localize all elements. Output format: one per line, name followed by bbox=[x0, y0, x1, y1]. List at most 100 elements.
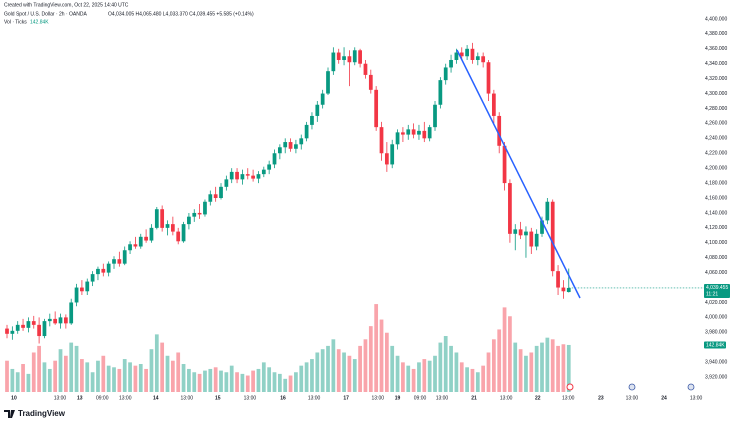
y-tick-label: 4,320.000 bbox=[705, 76, 727, 82]
candle-body bbox=[80, 287, 84, 292]
candle-body bbox=[197, 212, 202, 215]
candle-body bbox=[69, 302, 74, 324]
volume-bar bbox=[80, 359, 84, 392]
candle-body bbox=[438, 80, 443, 105]
candle-body bbox=[304, 124, 309, 139]
y-tick-label: 4,020.000 bbox=[705, 300, 727, 306]
volume-bar bbox=[31, 352, 36, 392]
volume-bar bbox=[219, 370, 223, 392]
candle-body bbox=[363, 63, 368, 75]
volume-bar bbox=[149, 349, 154, 392]
candle-body bbox=[96, 268, 100, 275]
candle-body bbox=[267, 164, 272, 170]
candle-body bbox=[176, 231, 181, 242]
volume-bar bbox=[347, 355, 352, 392]
volume-bar bbox=[106, 365, 111, 392]
candle-body bbox=[26, 321, 31, 328]
volume-bar bbox=[443, 336, 448, 392]
volume-bar bbox=[374, 304, 379, 392]
volume-bar bbox=[524, 355, 528, 392]
candle-body bbox=[368, 74, 373, 90]
volume-bar bbox=[561, 344, 566, 392]
candle-body bbox=[106, 263, 111, 273]
candle-body bbox=[192, 212, 197, 217]
candle-body bbox=[154, 209, 159, 228]
candle-body bbox=[149, 227, 154, 241]
x-tick-label: 09:00 bbox=[96, 395, 109, 401]
candle-body bbox=[352, 50, 357, 63]
candle-body bbox=[379, 127, 384, 154]
candle-body bbox=[63, 317, 68, 324]
candle-body bbox=[486, 62, 491, 94]
volume-bar bbox=[256, 368, 261, 392]
candle-body bbox=[443, 67, 448, 81]
candle-body bbox=[53, 318, 58, 324]
volume-bar bbox=[74, 345, 79, 392]
volume-bar bbox=[508, 316, 512, 392]
volume-bar bbox=[395, 355, 400, 392]
volume-bar bbox=[459, 362, 464, 392]
volume-bar bbox=[518, 349, 523, 392]
candle-body bbox=[406, 129, 411, 135]
x-tick-label: 21 bbox=[471, 395, 477, 401]
volume-bar bbox=[203, 370, 207, 392]
candle-body bbox=[256, 174, 261, 179]
volume-bar bbox=[475, 372, 480, 392]
y-tick-label: 4,300.000 bbox=[705, 91, 727, 97]
candle-body bbox=[133, 244, 138, 247]
candle-body bbox=[240, 174, 245, 180]
candle-body bbox=[208, 194, 213, 202]
candle-body bbox=[31, 321, 36, 325]
volume-bar bbox=[529, 352, 534, 392]
x-tick-label: 13:00 bbox=[626, 395, 639, 401]
candle-body bbox=[15, 324, 20, 331]
volume-bar bbox=[390, 345, 395, 392]
candle-body bbox=[411, 129, 416, 135]
y-tick-label: 4,000.000 bbox=[705, 315, 727, 321]
volume-bar bbox=[160, 342, 165, 392]
candle-body bbox=[417, 130, 421, 135]
volume-bar bbox=[566, 344, 571, 392]
volume-bar bbox=[283, 378, 288, 392]
candle-body bbox=[224, 179, 229, 187]
volume-bar bbox=[187, 368, 191, 392]
candle-body bbox=[229, 171, 234, 180]
candle-body bbox=[502, 145, 507, 184]
x-tick-label: 17 bbox=[343, 395, 349, 401]
candle-body bbox=[508, 183, 512, 234]
y-tick-label: 4,060.000 bbox=[705, 270, 727, 276]
volume-bar bbox=[497, 329, 502, 392]
volume-bar bbox=[229, 365, 234, 392]
footer-logo: TradingView bbox=[4, 409, 66, 418]
volume-bar bbox=[406, 365, 411, 392]
candle-body bbox=[219, 186, 223, 199]
y-tick-label: 4,140.000 bbox=[705, 210, 727, 216]
y-tick-label: 4,240.000 bbox=[705, 136, 727, 142]
candle-body bbox=[74, 287, 79, 303]
x-tick-label: 24 bbox=[661, 395, 667, 401]
y-tick-label: 3,940.000 bbox=[705, 359, 727, 365]
candle-body bbox=[529, 231, 534, 247]
candle-body bbox=[299, 138, 304, 145]
volume-bar bbox=[352, 359, 357, 392]
candle-body bbox=[283, 142, 288, 148]
volume-bar bbox=[481, 365, 486, 392]
x-tick-label: 13:00 bbox=[372, 395, 385, 401]
volume-bar bbox=[138, 364, 143, 392]
volume-bar bbox=[491, 339, 496, 392]
candle-body bbox=[203, 201, 207, 215]
candle-body bbox=[187, 216, 191, 225]
candle-body bbox=[112, 259, 116, 264]
volume-bar bbox=[513, 342, 518, 392]
x-tick-label: 13:00 bbox=[244, 395, 257, 401]
candle-body bbox=[144, 236, 148, 241]
volume-bar bbox=[449, 345, 453, 392]
volume-bar bbox=[5, 360, 9, 392]
volume-bar bbox=[53, 360, 58, 392]
volume-bar bbox=[556, 345, 560, 392]
candle-body bbox=[235, 171, 239, 180]
x-tick-label: 09:00 bbox=[414, 395, 427, 401]
event-flag bbox=[628, 383, 636, 391]
candle-body bbox=[475, 56, 480, 60]
